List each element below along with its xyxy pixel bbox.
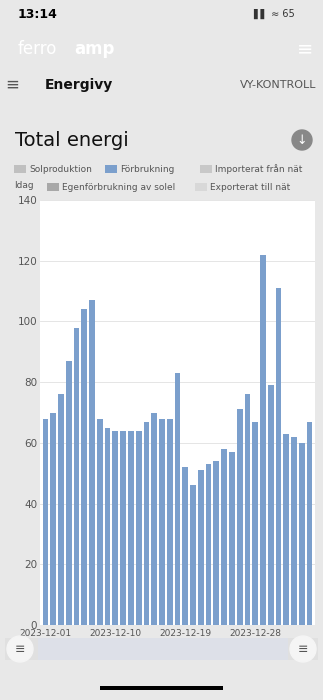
Bar <box>105 428 110 625</box>
Bar <box>291 437 297 625</box>
Bar <box>151 412 157 625</box>
Text: Förbrukning: Förbrukning <box>120 164 174 174</box>
Text: ▌▌ ≈ 65: ▌▌ ≈ 65 <box>253 9 295 19</box>
Circle shape <box>7 636 33 662</box>
Bar <box>38 638 288 660</box>
Bar <box>307 421 312 625</box>
Text: ≡: ≡ <box>15 643 25 655</box>
Bar <box>105 165 117 173</box>
Text: ≡: ≡ <box>298 643 308 655</box>
Bar <box>206 464 212 625</box>
Text: Egenförbrukning av solel: Egenförbrukning av solel <box>62 183 175 192</box>
Bar <box>58 394 64 625</box>
Bar <box>252 421 258 625</box>
Circle shape <box>292 130 312 150</box>
Text: VY-KONTROLL: VY-KONTROLL <box>240 80 317 90</box>
Bar <box>195 183 207 191</box>
Text: amp: amp <box>74 40 114 58</box>
Bar <box>74 328 79 625</box>
Bar <box>245 394 250 625</box>
Text: Exporterat till nät: Exporterat till nät <box>210 183 290 192</box>
Bar <box>66 361 72 625</box>
Bar <box>136 430 141 625</box>
Bar <box>198 470 204 625</box>
Text: ferro: ferro <box>18 40 57 58</box>
Bar <box>128 430 134 625</box>
Bar <box>200 165 212 173</box>
Text: ≡: ≡ <box>5 76 19 94</box>
Bar <box>5 638 318 660</box>
Bar <box>112 430 118 625</box>
Text: Total energi: Total energi <box>15 130 129 150</box>
Bar <box>167 419 173 625</box>
Text: Solproduktion: Solproduktion <box>29 164 92 174</box>
Text: Idag: Idag <box>14 181 34 190</box>
Text: ↓: ↓ <box>297 134 307 146</box>
Bar <box>299 443 305 625</box>
Bar <box>50 412 56 625</box>
Text: ≡: ≡ <box>297 39 313 59</box>
Bar <box>175 373 181 625</box>
Bar <box>97 419 103 625</box>
Bar <box>214 461 219 625</box>
Text: Energivy: Energivy <box>45 78 113 92</box>
Bar <box>182 467 188 625</box>
Bar <box>268 385 274 625</box>
Bar <box>221 449 227 625</box>
Bar <box>120 430 126 625</box>
Bar <box>237 410 243 625</box>
Bar <box>190 485 196 625</box>
Bar <box>276 288 281 625</box>
Bar <box>81 309 87 625</box>
Bar <box>89 300 95 625</box>
Bar <box>100 686 223 690</box>
Bar <box>14 165 26 173</box>
Circle shape <box>290 636 316 662</box>
Text: Importerat från nät: Importerat från nät <box>215 164 302 174</box>
Bar <box>43 419 48 625</box>
Bar <box>260 255 266 625</box>
Bar <box>143 421 149 625</box>
Bar <box>229 452 235 625</box>
Bar <box>283 434 289 625</box>
Bar <box>47 183 59 191</box>
Text: 13:14: 13:14 <box>18 8 58 20</box>
Bar <box>159 419 165 625</box>
